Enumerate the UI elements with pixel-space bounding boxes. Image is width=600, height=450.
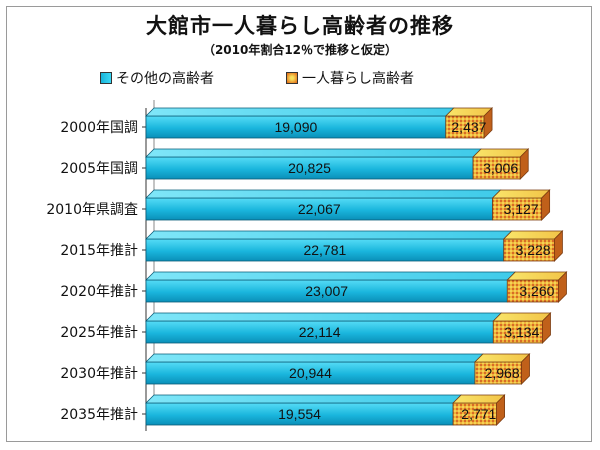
category-label: 2025年推計 [60,325,138,341]
value-label-single-elderly: 2,437 [451,119,486,135]
value-label-single-elderly: 3,260 [519,283,554,299]
value-label-other-elderly: 19,090 [274,119,317,135]
legend-swatch-orange [286,72,298,84]
bar-top-single-elderly [506,271,568,281]
legend-item-other-elderly: その他の高齢者 [100,68,214,88]
value-label-single-elderly: 2,968 [485,365,520,381]
category-label: 2005年国調 [60,161,138,177]
value-label-other-elderly: 22,781 [303,242,346,258]
value-label-other-elderly: 22,114 [299,324,341,340]
category-label: 2020年推計 [60,284,138,300]
bar-side [542,312,551,344]
chart-subtitle: （2010年割合12％で推移と仮定） [202,43,398,57]
value-label-single-elderly: 3,134 [504,324,539,340]
chart-title: 大館市一人暮らし高齢者の推移 [146,14,454,38]
bar-top-other-elderly [145,271,517,281]
bar-top-other-elderly [145,230,513,240]
bar-top-single-elderly [491,189,551,199]
value-label-other-elderly: 23,007 [305,283,348,299]
value-label-other-elderly: 19,554 [278,406,321,422]
value-label-single-elderly: 3,228 [516,242,551,258]
legend-label-other-elderly: その他の高齢者 [116,71,214,87]
bar-top-single-elderly [472,148,530,158]
value-label-single-elderly: 3,127 [504,201,539,217]
bar-top-single-elderly [492,312,552,322]
bar-top-single-elderly [502,230,564,240]
bar-side [521,353,530,385]
bar-top-single-elderly [473,353,531,363]
value-label-other-elderly: 20,944 [289,365,332,381]
bar-side [541,189,551,221]
category-label: 2035年推計 [60,407,138,423]
category-label: 2015年推計 [60,243,138,259]
bar-top-other-elderly [145,107,455,117]
category-label: 2030年推計 [60,366,138,382]
bar-side [519,148,529,180]
bar-side [554,230,563,262]
legend-item-single-elderly: 一人暮らし高齢者 [286,68,414,88]
category-label: 2010年県調査 [46,202,138,218]
value-label-other-elderly: 22,067 [298,201,341,217]
bar-top-other-elderly [145,189,502,199]
bar-top-other-elderly [145,394,463,404]
bar-top-other-elderly [145,312,503,322]
bar-side [496,394,505,426]
bar-top-other-elderly [145,148,482,158]
legend-swatch-blue [100,72,112,84]
legend-label-single-elderly: 一人暮らし高齢者 [302,71,414,87]
bar-top-single-elderly [452,394,506,404]
bar-side [483,107,493,139]
value-label-single-elderly: 2,771 [461,406,496,422]
bar-top-other-elderly [145,353,484,363]
bar-side [558,271,567,303]
value-label-other-elderly: 20,825 [288,160,331,176]
category-label: 2000年国調 [60,120,138,136]
value-label-single-elderly: 3,006 [483,160,518,176]
